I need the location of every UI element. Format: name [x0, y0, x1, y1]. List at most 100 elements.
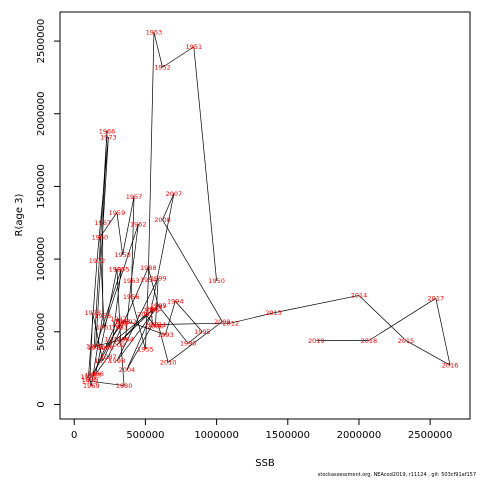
- year-point-label: 1978: [84, 309, 101, 317]
- y-axis: 0 500000 1000000 1500000 2000000 2500000: [36, 19, 60, 408]
- series-segment: [130, 196, 135, 297]
- series-segment: [126, 324, 153, 370]
- series-segment: [150, 193, 175, 311]
- series-segment: [119, 327, 125, 386]
- series-segment: [95, 356, 109, 375]
- series-segment: [89, 380, 125, 386]
- year-point-label: 1971: [80, 373, 97, 381]
- x-tick-label: 1000000: [194, 430, 239, 441]
- series-segment: [187, 331, 203, 344]
- year-point-label: 1992: [120, 318, 137, 326]
- year-point-label: 2007: [166, 190, 183, 198]
- year-point-label: 1993: [157, 331, 174, 339]
- series-segment: [95, 136, 109, 348]
- year-point-label: 1991: [114, 318, 131, 326]
- year-point-label: 2011: [150, 321, 167, 329]
- year-point-label: 1988: [140, 264, 157, 272]
- series-segment: [155, 277, 159, 326]
- year-point-label: 2019: [308, 337, 325, 345]
- year-point-label: 2013: [265, 309, 282, 317]
- x-tick-label: 500000: [126, 430, 164, 441]
- series-segment: [230, 312, 274, 324]
- year-point-label: 1976: [104, 335, 121, 343]
- year-point-label: 1981: [112, 324, 129, 332]
- year-point-label: 2016: [442, 362, 459, 370]
- series-segment: [358, 295, 407, 341]
- series-segment: [405, 340, 451, 366]
- year-point-label: 1950: [208, 277, 225, 285]
- series-segment: [105, 321, 123, 348]
- series-segment: [193, 46, 217, 281]
- year-point-label: 2001: [137, 311, 154, 319]
- year-point-label: 1956: [123, 293, 140, 301]
- year-point-label: 1952: [154, 64, 171, 72]
- y-tick-label: 2000000: [36, 91, 47, 136]
- y-tick-label: 0: [36, 401, 47, 407]
- year-point-label: 1974: [87, 344, 104, 352]
- year-point-label: 1994: [167, 298, 184, 306]
- year-point-label: 1977: [94, 357, 111, 365]
- year-point-label: 1955: [137, 346, 154, 354]
- year-point-label: 2015: [398, 337, 415, 345]
- series-segment: [368, 298, 437, 341]
- year-point-label: 1985: [109, 266, 126, 274]
- year-point-label: 1998: [109, 357, 126, 365]
- y-axis-title: R(age 3): [14, 193, 25, 236]
- year-point-label: 2012: [223, 319, 240, 327]
- y-tick-label: 500000: [36, 313, 47, 351]
- series-segment: [175, 301, 203, 333]
- year-point-label: 1968: [94, 312, 111, 320]
- series-segment: [96, 136, 109, 261]
- year-point-label: 1970: [82, 376, 99, 384]
- series-segment: [128, 321, 166, 336]
- year-point-label: 1958: [114, 251, 131, 259]
- series-segment: [162, 193, 175, 221]
- year-point-label: 1967: [94, 219, 111, 227]
- year-point-label: 2000: [147, 322, 164, 330]
- series-segment: [162, 46, 195, 68]
- year-point-label: 1980: [116, 382, 133, 390]
- year-point-label: 1982: [110, 315, 127, 323]
- series-path-group: [88, 32, 451, 386]
- year-point-label: 1969: [83, 382, 100, 390]
- series-segment: [125, 280, 132, 340]
- x-axis-title: SSB: [255, 458, 275, 469]
- year-point-label: 2004: [119, 366, 136, 374]
- series-segment: [162, 219, 223, 322]
- year-point-label: 1954: [140, 276, 157, 284]
- series-segment: [122, 196, 135, 255]
- year-point-label: 1989: [150, 302, 167, 310]
- year-point-label: 2002: [109, 341, 126, 349]
- y-tick-label: 1500000: [36, 164, 47, 209]
- series-segment: [116, 308, 155, 346]
- series-segment: [108, 267, 149, 357]
- year-point-label: 2009: [214, 318, 231, 326]
- y-tick-label: 1000000: [36, 237, 47, 282]
- series-segment: [157, 324, 169, 363]
- year-point-label: 1984: [112, 319, 129, 327]
- year-point-label: 2006: [143, 306, 160, 314]
- series-segment: [116, 277, 159, 362]
- series-segment: [95, 269, 118, 375]
- year-point-label: 1963: [123, 277, 140, 285]
- year-point-label: 1986: [87, 370, 104, 378]
- x-axis: 0 500000 1000000 1500000 2000000 2500000: [71, 419, 452, 441]
- series-segment: [147, 267, 159, 306]
- series-segment: [158, 322, 231, 325]
- series-segment: [167, 321, 223, 363]
- year-point-label: 2018: [361, 337, 378, 345]
- year-point-label: 1997: [150, 302, 167, 310]
- year-label-group: 1950 1951 1952 1953 1954 1955 1956 1957 1958 1959…: [80, 29, 458, 390]
- x-tick-label: 2000000: [337, 430, 382, 441]
- y-tick-label: 2500000: [36, 19, 47, 64]
- plot-frame: [59, 11, 471, 420]
- series-segment: [130, 224, 139, 281]
- series-segment: [273, 295, 360, 314]
- x-tick-label: 0: [71, 430, 77, 441]
- series-segment: [116, 212, 123, 255]
- series-segment: [165, 301, 176, 335]
- year-point-label: 1962: [130, 221, 147, 229]
- series-segment: [92, 312, 104, 361]
- year-point-label: 1987: [100, 353, 117, 361]
